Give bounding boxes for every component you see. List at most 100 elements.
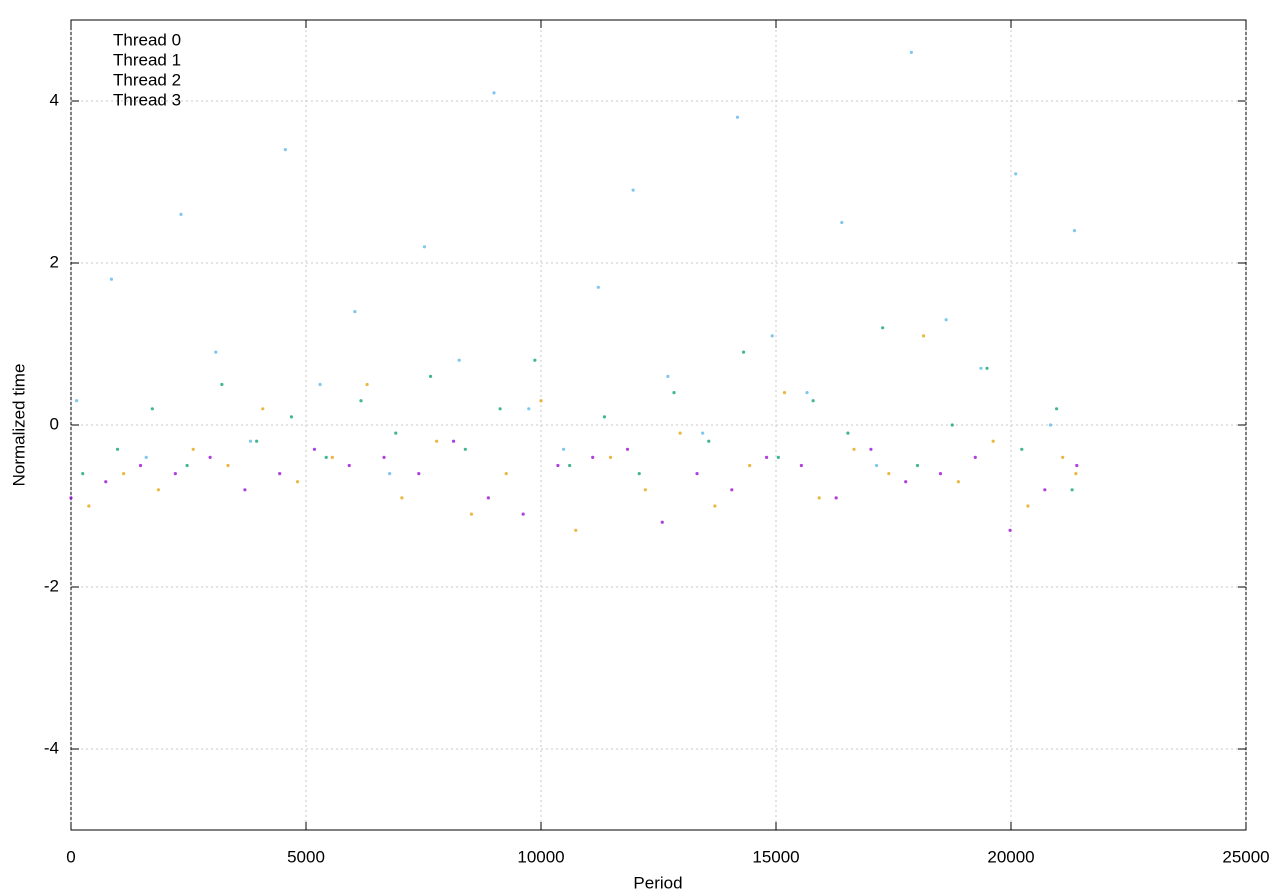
point [422, 245, 427, 249]
point [840, 220, 844, 225]
point [887, 472, 891, 476]
point [179, 212, 183, 216]
point [666, 374, 670, 378]
point [1054, 407, 1059, 411]
legend-label: Thread 1 [113, 50, 181, 69]
x-axis-label: Period [633, 873, 682, 892]
point [278, 472, 282, 476]
point [115, 447, 120, 451]
point [226, 463, 230, 468]
point [382, 455, 386, 459]
point [109, 277, 114, 281]
point [735, 115, 740, 119]
point [1020, 447, 1024, 451]
point [874, 463, 879, 468]
point [568, 463, 572, 468]
point [921, 334, 926, 338]
point [122, 472, 126, 476]
point [156, 488, 161, 492]
point [1014, 172, 1018, 176]
point [591, 455, 595, 459]
point [1008, 528, 1012, 532]
point [289, 415, 294, 419]
y-tick-label: 4 [50, 90, 59, 109]
point [1048, 423, 1053, 427]
point [660, 520, 664, 524]
point [394, 431, 398, 435]
point [208, 455, 212, 459]
point [81, 472, 85, 476]
point [283, 148, 287, 152]
point [486, 496, 490, 500]
point [672, 391, 676, 395]
point [318, 382, 322, 387]
point [150, 407, 154, 411]
point [1043, 488, 1047, 492]
point [707, 439, 711, 443]
point [435, 439, 439, 443]
point [915, 463, 920, 468]
point [248, 439, 253, 443]
legend-label: Thread 0 [113, 30, 181, 49]
point [451, 439, 456, 443]
point [904, 480, 908, 484]
point [608, 455, 613, 459]
point [741, 350, 746, 354]
point [776, 455, 780, 459]
point [834, 496, 838, 500]
point [312, 447, 317, 451]
x-tick-label: 0 [66, 847, 75, 866]
point [985, 366, 989, 370]
point [104, 480, 108, 484]
point [191, 447, 195, 451]
point [347, 463, 351, 468]
point [846, 431, 850, 435]
point [144, 455, 148, 459]
x-tick-label: 20000 [987, 847, 1034, 866]
legend-label: Thread 3 [113, 90, 181, 109]
point [938, 472, 943, 476]
point [1061, 455, 1065, 459]
point [1074, 472, 1078, 476]
point [869, 447, 873, 451]
y-tick-label: -4 [44, 738, 59, 757]
point [428, 374, 433, 378]
point [811, 399, 815, 403]
point [770, 334, 774, 338]
point [417, 472, 421, 476]
point [388, 472, 392, 476]
point [782, 391, 787, 395]
point [574, 528, 578, 532]
point [365, 382, 369, 387]
point [852, 447, 856, 451]
point [243, 488, 247, 492]
point [950, 423, 954, 427]
point [75, 399, 79, 403]
point [1026, 504, 1030, 508]
point [539, 399, 543, 403]
point [138, 463, 143, 468]
point [909, 50, 913, 55]
point [492, 91, 496, 95]
point [625, 447, 630, 451]
point [255, 439, 259, 443]
point [353, 310, 357, 314]
point [713, 504, 717, 508]
point [87, 504, 91, 508]
point [602, 415, 607, 419]
point [956, 480, 960, 484]
point [973, 455, 977, 459]
x-tick-label: 5000 [287, 847, 325, 866]
point [173, 472, 177, 476]
y-tick-label: 0 [50, 414, 59, 433]
point [701, 431, 705, 435]
point [463, 447, 467, 451]
point [979, 366, 983, 370]
point [324, 455, 328, 459]
point [295, 480, 300, 484]
x-tick-label: 15000 [752, 847, 799, 866]
point [359, 399, 363, 403]
point [220, 382, 224, 387]
point [817, 496, 821, 500]
